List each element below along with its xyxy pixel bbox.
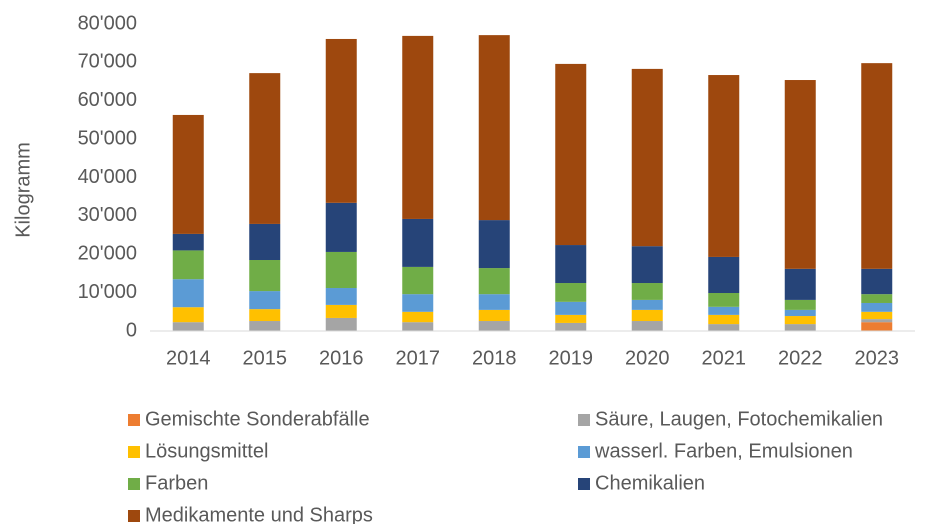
bar-segment <box>172 307 204 323</box>
bar-segment <box>861 63 893 269</box>
bar-segment <box>325 38 357 203</box>
bar-segment <box>325 251 357 289</box>
bar-segment <box>478 268 510 295</box>
bar-segment <box>708 256 740 294</box>
bar-segment <box>478 35 510 221</box>
bar-segment <box>555 245 587 284</box>
legend-swatch <box>128 414 140 426</box>
bar-segment <box>555 301 587 315</box>
bar-segment <box>555 314 587 323</box>
bar-segment <box>478 309 510 322</box>
legend-label: Lösungsmittel <box>145 440 268 462</box>
bar-segment <box>402 294 434 312</box>
bar-segment <box>555 63 587 246</box>
bar-segment <box>784 299 816 310</box>
bar-segment <box>402 218 434 267</box>
bar-segment <box>708 324 740 331</box>
legend-label: Säure, Laugen, Fotochemikalien <box>595 408 883 430</box>
y-tick-label: 70'000 <box>78 51 137 73</box>
bar-segment <box>172 114 204 234</box>
bar-segment <box>172 322 204 331</box>
bar-segment <box>708 314 740 325</box>
bar-segment <box>555 322 587 331</box>
y-tick-label: 40'000 <box>78 166 137 188</box>
legend-label: Chemikalien <box>595 472 705 494</box>
bar-segment <box>631 246 663 284</box>
bar-segment <box>861 268 893 295</box>
y-tick-label: 30'000 <box>78 204 137 226</box>
legend-label: Farben <box>145 472 208 494</box>
bar-segment <box>325 304 357 318</box>
bar-segment <box>172 279 204 308</box>
bar-segment <box>325 202 357 252</box>
legend-label: wasserl. Farben, Emulsionen <box>594 440 853 462</box>
bar-segment <box>861 311 893 320</box>
y-tick-label: 10'000 <box>78 281 137 303</box>
bar-segment <box>631 321 663 331</box>
bar-segment <box>861 294 893 303</box>
y-tick-label: 60'000 <box>78 89 137 111</box>
y-tick-label: 80'000 <box>78 12 137 34</box>
y-axis-label: Kilogramm <box>12 142 34 238</box>
bar-segment <box>784 268 816 300</box>
bar-segment <box>631 283 663 300</box>
bar-segment <box>861 302 893 312</box>
bar-segment <box>249 223 281 261</box>
legend-swatch <box>578 414 590 426</box>
bar-segment <box>402 35 434 219</box>
bar-segment <box>172 250 204 280</box>
x-tick-label: 2019 <box>549 347 594 369</box>
bar-segment <box>708 75 740 257</box>
y-tick-label: 20'000 <box>78 243 137 265</box>
x-tick-label: 2014 <box>166 347 211 369</box>
x-tick-label: 2015 <box>243 347 288 369</box>
bar-segment <box>708 306 740 315</box>
bar-segment <box>708 293 740 307</box>
bar-segment <box>478 220 510 269</box>
bar-segment <box>784 309 816 317</box>
bar-segment <box>861 319 893 323</box>
bar-segment <box>172 233 204 251</box>
x-tick-label: 2017 <box>396 347 441 369</box>
bar-segment <box>402 311 434 323</box>
legend-label: Gemischte Sonderabfälle <box>145 408 370 430</box>
legend-swatch <box>128 510 140 522</box>
bar-segment <box>249 321 281 331</box>
bar-segment <box>478 294 510 310</box>
y-tick-label: 50'000 <box>78 127 137 149</box>
bar-segment <box>325 288 357 305</box>
bar-segment <box>631 68 663 247</box>
x-tick-label: 2016 <box>319 347 364 369</box>
bar-segment <box>861 322 893 331</box>
bar-segment <box>478 321 510 331</box>
legend-label: Medikamente und Sharps <box>145 504 373 524</box>
legend-swatch <box>578 478 590 490</box>
bar-segment <box>402 322 434 331</box>
x-tick-label: 2022 <box>778 347 823 369</box>
legend-swatch <box>128 478 140 490</box>
bar-segment <box>249 291 281 310</box>
bar-segment <box>325 317 357 331</box>
x-tick-label: 2021 <box>702 347 747 369</box>
bar-segment <box>784 324 816 331</box>
bar-segment <box>402 266 434 295</box>
bar-segment <box>249 260 281 292</box>
bar-segment <box>631 299 663 310</box>
x-tick-label: 2018 <box>472 347 517 369</box>
bar-segment <box>249 309 281 322</box>
bar-segment <box>249 73 281 224</box>
x-tick-label: 2023 <box>855 347 900 369</box>
bar-segment <box>631 309 663 322</box>
bar-segment <box>784 316 816 325</box>
legend-swatch <box>128 446 140 458</box>
legend-swatch <box>578 446 590 458</box>
x-tick-label: 2020 <box>625 347 670 369</box>
bar-segment <box>555 283 587 302</box>
y-tick-label: 0 <box>126 319 137 341</box>
bar-segment <box>784 80 816 269</box>
